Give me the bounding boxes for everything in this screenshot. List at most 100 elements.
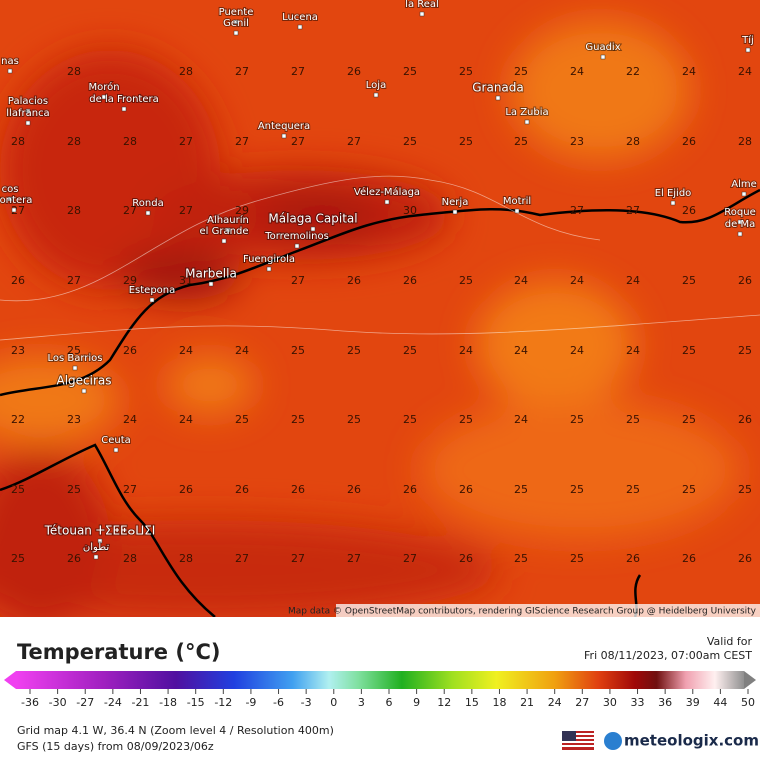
grid-value: 24 [514,274,528,287]
grid-value: 26 [403,483,417,496]
place-label: nas [1,56,19,67]
place-label: Guadix [585,42,620,53]
place-label: la Real [405,0,439,10]
place-marker [310,226,316,232]
grid-value: 25 [347,344,361,357]
grid-value: 25 [514,65,528,78]
colorbar-label: 15 [465,696,479,709]
grid-value: 24 [570,274,584,287]
place-marker [741,191,747,197]
grid-value: 25 [403,135,417,148]
place-marker [233,30,239,36]
place-marker [419,11,425,17]
grid-value: 27 [347,135,361,148]
place-marker [25,120,31,126]
grid-value: 27 [570,204,584,217]
grid-value: 23 [67,413,81,426]
grid-value: 25 [459,413,473,426]
grid-value: 27 [626,204,640,217]
place-label: cos [2,184,19,195]
grid-value: 24 [570,344,584,357]
valid-time: Fri 08/11/2023, 07:00am CEST [584,649,752,662]
grid-value: 24 [179,413,193,426]
place-marker [737,231,743,237]
grid-value: 24 [682,65,696,78]
grid-value: 25 [514,483,528,496]
colorbar-label: 27 [575,696,589,709]
grid-value: 27 [291,65,305,78]
place-marker [233,19,239,25]
flag [562,731,594,750]
grid-value: 24 [459,344,473,357]
place-marker [514,208,520,214]
grid-value: 25 [682,274,696,287]
place-label: Vélez-Málaga [354,186,420,198]
place-label: de la Frontera [89,94,158,105]
grid-value: 28 [179,552,193,565]
place-label: Nerja [442,197,469,208]
place-label: rontera [0,195,32,206]
grid-value: 26 [738,274,752,287]
grid-value: 28 [626,135,640,148]
grid-value: 25 [570,483,584,496]
valid-label: Valid for [707,635,753,648]
grid-value: 25 [682,483,696,496]
colorbar-label: 12 [437,696,451,709]
grid-value: 24 [626,344,640,357]
grid-value: 25 [514,552,528,565]
place-marker [297,24,303,30]
grid-value: 25 [235,413,249,426]
colorbar-label: 50 [741,696,755,709]
colorbar-label: 30 [603,696,617,709]
grid-value: 26 [738,552,752,565]
colorbar [16,671,744,689]
grid-value: 27 [235,552,249,565]
place-marker [600,54,606,60]
grid-value: 27 [11,204,25,217]
place-label: Motril [503,196,531,207]
grid-value: 23 [11,344,25,357]
colorbar-label: 24 [548,696,562,709]
legend-title: Temperature (°C) [17,640,220,664]
place-marker [81,388,87,394]
grid-value: 27 [291,552,305,565]
grid-value: 26 [682,552,696,565]
place-label: La Zubia [505,107,548,118]
grid-value: 26 [11,274,25,287]
grid-value: 25 [67,344,81,357]
grid-value: 25 [403,344,417,357]
place-marker [495,95,501,101]
place-marker [11,207,17,213]
place-marker [7,196,13,202]
place-marker [208,281,214,287]
grid-value: 28 [67,204,81,217]
colorbar-label: -27 [76,696,94,709]
place-marker [221,238,227,244]
place-marker [25,108,31,114]
colorbar-label: -12 [214,696,232,709]
brand[interactable]: meteologix.com [624,732,759,750]
grid-value: 26 [626,552,640,565]
grid-value: 25 [291,413,305,426]
model-info: GFS (15 days) from 08/09/2023/06z [17,740,214,753]
place-label: Ceuta [101,435,131,446]
place-label: Puente [219,7,254,18]
place-marker [737,219,743,225]
place-marker [225,227,231,233]
grid-value: 26 [403,274,417,287]
place-marker [294,243,300,249]
colorbar-label: 18 [492,696,506,709]
grid-value: 28 [67,135,81,148]
place-label: Loja [366,80,386,91]
colorbar-label: -18 [159,696,177,709]
grid-value: 26 [235,483,249,496]
grid-value: 25 [67,483,81,496]
grid-value: 27 [123,204,137,217]
colorbar-label: -30 [49,696,67,709]
grid-value: 27 [291,135,305,148]
grid-value: 26 [682,135,696,148]
grid-value: 25 [403,65,417,78]
grid-value: 25 [626,413,640,426]
grid-value: 27 [67,274,81,287]
